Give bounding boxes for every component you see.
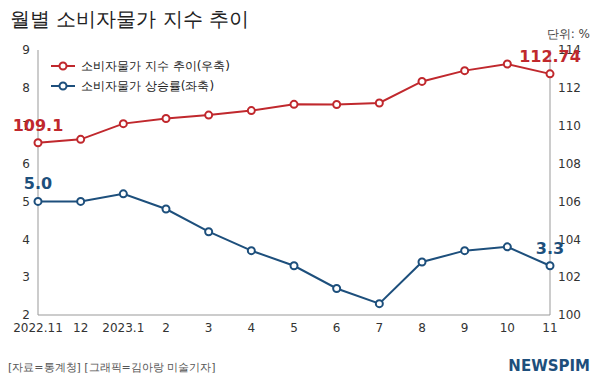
svg-text:3: 3 <box>22 270 30 284</box>
svg-text:6: 6 <box>22 157 30 171</box>
svg-text:10: 10 <box>500 321 515 335</box>
svg-text:7: 7 <box>376 321 384 335</box>
svg-text:102: 102 <box>558 270 581 284</box>
svg-text:108: 108 <box>558 157 581 171</box>
svg-text:11: 11 <box>542 321 557 335</box>
svg-text:112.74: 112.74 <box>519 47 581 66</box>
svg-text:112: 112 <box>558 81 581 95</box>
svg-text:2: 2 <box>22 308 30 322</box>
svg-text:4: 4 <box>248 321 256 335</box>
html-text:NEWSPIM: NEWSPIM <box>508 357 590 375</box>
svg-text:4: 4 <box>22 233 30 247</box>
html-text:[자료=통계청] [그래픽=김아랑 미술기자]: [자료=통계청] [그래픽=김아랑 미술기자] <box>8 361 216 374</box>
svg-text:3.3: 3.3 <box>536 239 564 258</box>
svg-text:12: 12 <box>73 321 88 335</box>
svg-text:109.1: 109.1 <box>13 116 64 135</box>
svg-text:2022.11: 2022.11 <box>13 321 63 335</box>
svg-text:8: 8 <box>418 321 426 335</box>
svg-text:5: 5 <box>22 195 30 209</box>
svg-text:5: 5 <box>290 321 298 335</box>
svg-text:100: 100 <box>558 308 581 322</box>
html-text:단위: %: 단위: % <box>546 27 590 41</box>
svg-text:5.0: 5.0 <box>24 174 52 193</box>
html-text:소비자물가 상승률(좌축): 소비자물가 상승률(좌축) <box>81 78 215 93</box>
svg-text:9: 9 <box>22 43 30 57</box>
svg-text:2023.1: 2023.1 <box>102 321 144 335</box>
svg-text:2: 2 <box>162 321 170 335</box>
svg-text:106: 106 <box>558 195 581 209</box>
svg-text:8: 8 <box>22 81 30 95</box>
svg-text:110: 110 <box>558 119 581 133</box>
svg-text:6: 6 <box>333 321 341 335</box>
html-text:월별 소비자물가 지수 추이: 월별 소비자물가 지수 추이 <box>10 7 250 31</box>
html-text:소비자물가 지수 추이(우축): 소비자물가 지수 추이(우축) <box>81 58 230 73</box>
svg-text:104: 104 <box>558 232 581 247</box>
svg-text:9: 9 <box>461 321 469 335</box>
svg-text:3: 3 <box>205 321 213 335</box>
